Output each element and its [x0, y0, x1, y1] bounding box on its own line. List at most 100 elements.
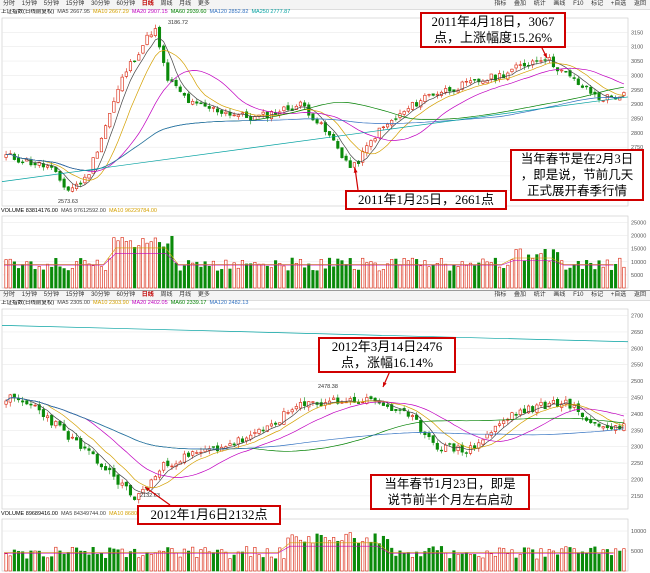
volume-bar — [601, 549, 605, 572]
tab-monthly[interactable]: 月线 — [179, 292, 192, 298]
candle — [149, 34, 153, 38]
volume-bar — [137, 245, 141, 289]
tab-fenshi[interactable]: 分时 — [3, 1, 16, 7]
tab-15min[interactable]: 15分钟 — [65, 1, 85, 7]
candle — [79, 438, 83, 449]
volume-bar — [597, 260, 601, 289]
candle — [448, 443, 452, 445]
candle — [564, 71, 568, 73]
tab-monthly[interactable]: 月线 — [179, 1, 192, 7]
candle — [12, 153, 16, 160]
y-tick-label: 3100 — [631, 45, 643, 51]
volume-bar — [108, 258, 112, 289]
candle — [539, 60, 543, 62]
candle — [415, 414, 419, 420]
candle — [70, 436, 74, 439]
candle — [203, 448, 207, 452]
menu-overlay[interactable]: 叠加 — [514, 1, 527, 7]
tab-weekly[interactable]: 周线 — [160, 292, 173, 298]
menu-stats[interactable]: 统计 — [533, 1, 546, 7]
tab-60min[interactable]: 60分钟 — [116, 292, 136, 298]
volume-bar — [348, 258, 352, 289]
tab-fenshi[interactable]: 分时 — [3, 292, 16, 298]
volume-bar — [593, 546, 597, 572]
menu-overlay[interactable]: 叠加 — [514, 292, 527, 298]
volume-bar — [386, 539, 390, 572]
tab-30min[interactable]: 30分钟 — [91, 292, 110, 298]
candle — [265, 111, 269, 119]
tab-1min[interactable]: 1分钟 — [21, 1, 38, 7]
volume-bar — [609, 269, 614, 289]
volume-bar — [622, 266, 626, 289]
candle — [240, 438, 244, 443]
tab-5min[interactable]: 5分钟 — [43, 1, 60, 7]
volume-bar — [294, 262, 298, 289]
volume-bar — [522, 260, 526, 289]
y-tick-label: 3150 — [631, 30, 643, 36]
candle — [381, 402, 385, 406]
volume-bar — [435, 550, 439, 572]
tab-30min[interactable]: 30分钟 — [91, 1, 110, 7]
ma120-value: MA120 2482.13 — [209, 300, 249, 306]
volume-bar — [497, 266, 502, 289]
candle — [560, 69, 564, 72]
volume-bar — [141, 555, 145, 572]
volume-bar — [83, 260, 87, 289]
volume-bar — [104, 557, 108, 572]
candle — [54, 421, 58, 427]
volume-bar — [390, 258, 394, 289]
volume-bar — [25, 558, 29, 572]
menu-draw[interactable]: 画线 — [553, 1, 566, 7]
volume-bar — [423, 551, 427, 572]
volume-bar — [245, 546, 249, 572]
tab-daily[interactable]: 日线 — [141, 1, 154, 7]
tab-60min[interactable]: 60分钟 — [116, 1, 136, 7]
candle — [195, 452, 199, 454]
candle — [415, 102, 419, 107]
tab-15min[interactable]: 15分钟 — [65, 292, 85, 298]
menu-indicator[interactable]: 指标 — [494, 1, 507, 7]
menu-back[interactable]: 返回 — [633, 1, 646, 7]
volume-bar — [232, 554, 236, 572]
menu-f10[interactable]: F10 — [573, 292, 584, 298]
candle — [568, 70, 572, 77]
menu-draw[interactable]: 画线 — [553, 292, 566, 298]
annotation-line: ，即是说，节前几天 — [520, 168, 634, 182]
tab-weekly[interactable]: 周线 — [160, 1, 173, 7]
ma10-value: MA10 2667.29 — [93, 9, 129, 15]
tab-more[interactable]: 更多 — [197, 292, 210, 298]
volume-bar — [514, 557, 518, 572]
ma250-value: MA250 2777.87 — [251, 9, 291, 15]
candle — [45, 415, 50, 419]
candle — [327, 131, 332, 136]
y-tick-label: 2850 — [631, 116, 643, 122]
volume-bar — [216, 549, 220, 572]
menu-f10[interactable]: F10 — [573, 1, 584, 7]
volume-bar — [128, 551, 133, 572]
volume-bar — [145, 242, 149, 289]
menu-add-watchlist[interactable]: +自选 — [610, 1, 627, 7]
menu-mark[interactable]: 标记 — [591, 1, 604, 7]
volume-bar — [361, 541, 365, 572]
volume-bar — [410, 257, 414, 289]
volume-bar — [352, 269, 356, 289]
menu-indicator[interactable]: 指标 — [494, 292, 507, 298]
tab-more[interactable]: 更多 — [197, 1, 210, 7]
candle — [83, 446, 87, 449]
menu-back[interactable]: 返回 — [633, 292, 646, 298]
volume-bar — [369, 541, 373, 572]
candle — [572, 405, 576, 408]
candle — [580, 85, 585, 88]
candle — [182, 453, 186, 464]
menu-add-watchlist[interactable]: +自选 — [610, 292, 627, 298]
menu-stats[interactable]: 统计 — [533, 292, 546, 298]
volume-bar — [79, 258, 83, 289]
tab-daily[interactable]: 日线 — [141, 292, 154, 298]
volume-bar — [381, 269, 385, 289]
candle — [419, 100, 423, 108]
candle — [108, 113, 112, 128]
tab-5min[interactable]: 5分钟 — [43, 292, 60, 298]
tab-1min[interactable]: 1分钟 — [21, 292, 38, 298]
menu-mark[interactable]: 标记 — [591, 292, 604, 298]
candle — [91, 451, 95, 455]
